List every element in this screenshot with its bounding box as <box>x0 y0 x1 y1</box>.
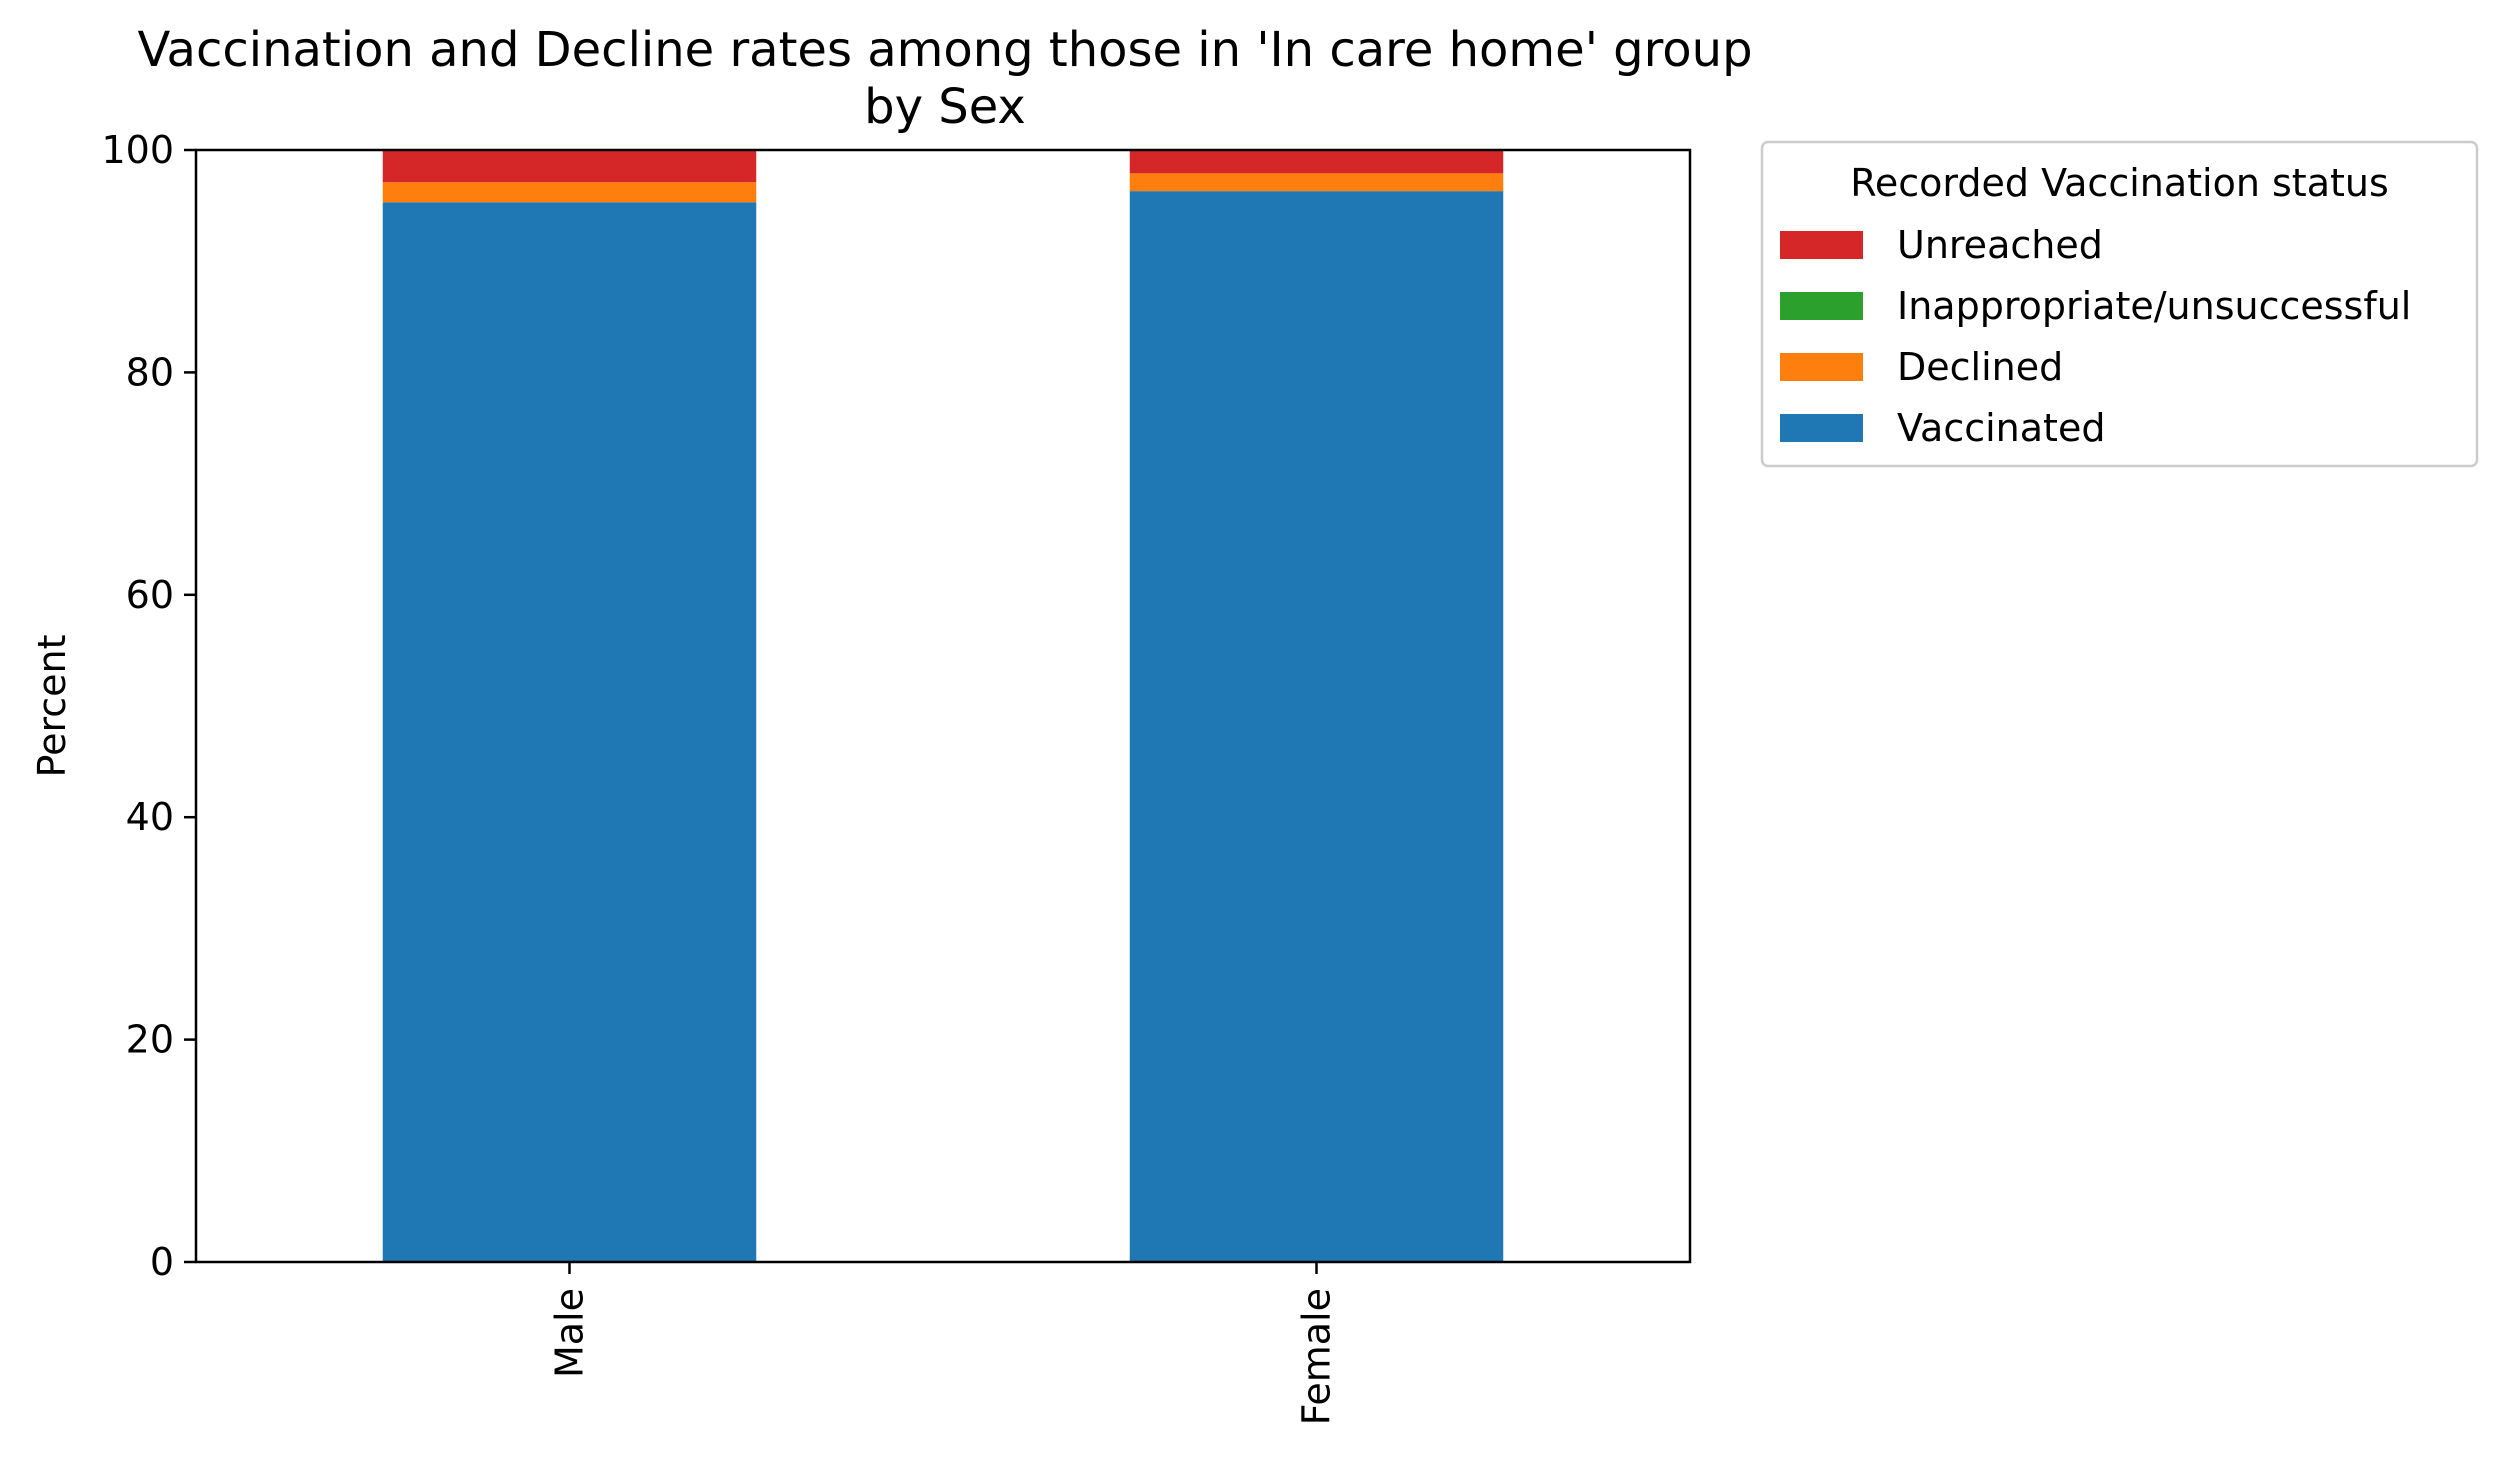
legend: Recorded Vaccination status Unreached Inap… <box>1760 140 2479 468</box>
y-tick-label: 100 <box>101 128 174 172</box>
bar-segment-male-unreached <box>382 150 757 183</box>
legend-frame <box>1760 140 2479 468</box>
y-tick-label: 40 <box>126 795 174 839</box>
y-tick-label: 0 <box>150 1240 174 1284</box>
legend-swatch-declined <box>1780 353 1863 381</box>
y-tick-label: 20 <box>126 1018 174 1062</box>
x-tick-label-male: Male <box>548 1288 592 1378</box>
plot-area-frame <box>194 148 1692 1264</box>
x-axis: Male Female <box>548 1262 1339 1425</box>
legend-title: Recorded Vaccination status <box>1850 161 2389 205</box>
legend-swatch-vaccinated <box>1780 414 1863 442</box>
y-tick-label: 60 <box>126 573 174 617</box>
legend-label-vaccinated: Vaccinated <box>1897 406 2105 450</box>
bar-segment-female-declined <box>1129 173 1504 192</box>
bar-segment-male-vaccinated <box>382 202 757 1262</box>
bar-segment-male-declined <box>382 182 757 203</box>
legend-swatch-unreached <box>1780 231 1863 259</box>
y-axis-label: Percent <box>30 635 74 778</box>
bar-segment-female-unreached <box>1129 150 1504 174</box>
x-tick-label-female: Female <box>1295 1288 1339 1425</box>
legend-label-declined: Declined <box>1897 345 2063 389</box>
legend-label-inappropriate-unsuccessful: Inappropriate/unsuccessful <box>1897 284 2411 328</box>
chart-title: Vaccination and Decline rates among thos… <box>137 22 1752 78</box>
legend-swatch-inappropriate-unsuccessful <box>1780 292 1863 320</box>
bars-layer <box>382 150 1504 1262</box>
bar-segment-female-vaccinated <box>1129 191 1504 1262</box>
chart-title-group: Vaccination and Decline rates among thos… <box>137 22 1752 135</box>
legend-label-unreached: Unreached <box>1897 223 2103 267</box>
chart-subtitle: by Sex <box>864 79 1026 135</box>
y-tick-label: 80 <box>126 350 174 394</box>
y-axis: 0 20 40 60 80 100 <box>101 128 196 1284</box>
